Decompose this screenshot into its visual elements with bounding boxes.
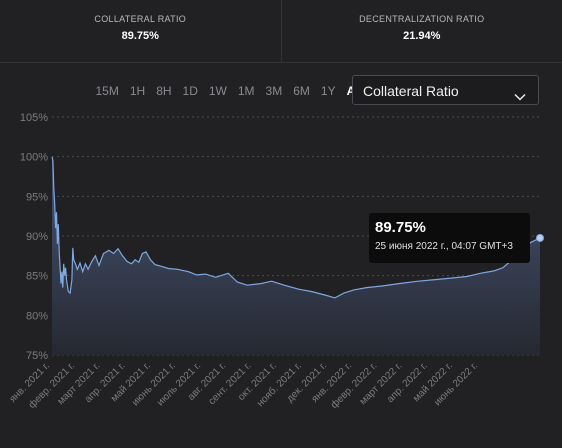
y-tick-label: 90% [26,231,48,243]
metric-select[interactable]: Collateral Ratio [352,75,539,105]
y-tick-label: 75% [26,350,48,362]
series-line [51,156,541,299]
collateral-ratio-stat: COLLATERAL RATIO 89.75% [0,0,281,62]
data-point-current[interactable] [536,233,544,242]
metric-select-label: Collateral Ratio [363,83,459,99]
tooltip-value: 89.75% [375,219,426,236]
y-tick-label: 105% [20,112,48,124]
y-tick-label: 95% [26,191,48,203]
range-1y[interactable]: 1Y [320,84,336,98]
stat-value: 21.94% [403,30,441,42]
stats-bar: COLLATERAL RATIO 89.75% DECENTRALIZATION… [0,0,562,63]
chevron-down-icon [514,86,526,105]
collateral-ratio-chart: 75% 80% 85% 90% 95% 100% 105% янв. 2021 г.февр… [8,112,544,411]
y-tick-label: 100% [20,152,48,164]
range-8h[interactable]: 8H [156,84,172,98]
stat-value: 89.75% [121,30,159,42]
range-1d[interactable]: 1D [182,84,198,98]
tooltip-date: 25 июня 2022 г., 04:07 GMT+3 [375,241,513,252]
range-1w[interactable]: 1W [208,84,227,98]
y-tick-label: 80% [26,310,48,322]
y-axis: 75% 80% 85% 90% 95% 100% 105% [20,112,48,362]
decentralization-ratio-stat: DECENTRALIZATION RATIO 21.94% [280,0,562,62]
stat-label: COLLATERAL RATIO [94,14,187,24]
range-3m[interactable]: 3M [265,84,283,98]
time-range-selector: 15M 1H 8H 1D 1W 1M 3M 6M 1Y ALL [90,82,375,100]
range-1m[interactable]: 1M [237,84,255,98]
x-axis: янв. 2021 г.февр. 2021 г.март 2021 г.апр… [8,360,481,411]
series-area [52,156,540,355]
range-1h[interactable]: 1H [129,84,146,98]
stat-label: DECENTRALIZATION RATIO [359,14,485,24]
range-15m[interactable]: 15M [95,84,119,98]
y-tick-label: 85% [26,271,48,283]
chart-tooltip: 89.75% 25 июня 2022 г., 04:07 GMT+3 [369,213,530,263]
range-6m[interactable]: 6M [293,84,310,98]
